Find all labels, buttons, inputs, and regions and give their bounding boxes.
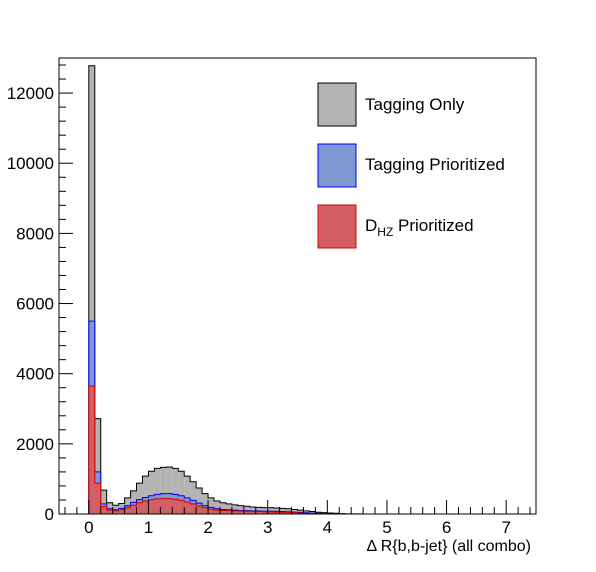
bin-tagging-only-13 (166, 466, 173, 514)
y-tick-label: 4000 (16, 365, 54, 384)
bin-tagging-only-2 (100, 490, 107, 514)
bin-dhz-prioritized-2 (100, 506, 107, 514)
series-dhz-prioritized (88, 385, 376, 515)
x-tick-label: 4 (323, 518, 332, 537)
bin-dhz-prioritized-1 (94, 483, 101, 514)
bin-tagging-only-25 (237, 505, 244, 514)
bin-dhz-prioritized-3 (106, 510, 113, 514)
bin-dhz-prioritized-35 (297, 512, 304, 514)
bin-tagging-only-19 (202, 493, 209, 514)
bin-tagging-only-23 (225, 503, 232, 514)
x-tick-label: 3 (263, 518, 272, 537)
bin-tagging-only-15 (178, 471, 185, 514)
legend-swatch-tagging-prioritized (317, 143, 357, 188)
bin-dhz-prioritized-5 (118, 509, 125, 514)
bin-tagging-only-22 (219, 502, 226, 514)
legend-swatch-tagging-only (317, 82, 357, 127)
x-tick-label: 0 (84, 518, 93, 537)
bin-dhz-prioritized-32 (279, 512, 286, 514)
x-tick-label: 6 (442, 518, 451, 537)
bin-dhz-prioritized-8 (136, 502, 143, 514)
y-axis-ticks: 0 2000 4000 6000 8000 10000 12000 (7, 64, 73, 524)
bin-dhz-prioritized-22 (219, 510, 226, 514)
bin-dhz-prioritized-30 (267, 511, 274, 514)
bin-dhz-prioritized-23 (225, 510, 232, 514)
y-tick-label: 12000 (7, 84, 54, 103)
legend-label-dhz-prioritized: DHZ Prioritized (365, 216, 474, 239)
bin-dhz-prioritized-21 (214, 510, 220, 514)
histogram-series-layer (88, 65, 376, 515)
bin-tagging-only-18 (196, 488, 203, 514)
legend-swatch-dhz-prioritized (317, 204, 357, 249)
x-tick-label: 1 (144, 518, 153, 537)
bin-tagging-only-26 (243, 506, 250, 514)
legend-label-tagging-prioritized: Tagging Prioritized (365, 155, 505, 174)
bin-tagging-only-16 (184, 476, 191, 514)
bin-tagging-only-20 (208, 497, 215, 514)
bin-tagging-only-17 (190, 481, 197, 514)
x-tick-label: 2 (203, 518, 212, 537)
outline-tagging-only (88, 65, 376, 515)
x-tick-label: 5 (382, 518, 391, 537)
plot-frame (58, 57, 537, 515)
bin-tagging-only-9 (142, 476, 149, 514)
bin-dhz-prioritized-24 (231, 510, 238, 514)
bin-tagging-only-8 (136, 483, 143, 514)
bin-dhz-prioritized-31 (273, 512, 280, 514)
bin-dhz-prioritized-27 (249, 511, 256, 514)
bin-tagging-only-11 (154, 468, 161, 514)
bin-dhz-prioritized-33 (285, 512, 292, 514)
bin-dhz-prioritized-20 (208, 509, 215, 514)
y-tick-label: 10000 (7, 154, 54, 173)
bin-dhz-prioritized-10 (148, 499, 155, 514)
axes (58, 57, 537, 515)
y-tick-label: 6000 (16, 295, 54, 314)
bin-tagging-only-0 (88, 65, 95, 515)
bin-dhz-prioritized-12 (160, 498, 167, 514)
bin-dhz-prioritized-9 (142, 501, 149, 514)
bin-dhz-prioritized-16 (184, 502, 191, 514)
bin-dhz-prioritized-7 (130, 505, 137, 514)
x-axis-ticks: 0 1 2 3 4 5 6 7 (64, 500, 531, 537)
bin-dhz-prioritized-29 (261, 511, 268, 514)
bin-dhz-prioritized-13 (166, 498, 173, 514)
legend-label-tagging-only: Tagging Only (365, 95, 465, 114)
bin-dhz-prioritized-15 (178, 500, 185, 514)
bin-dhz-prioritized-26 (243, 511, 250, 514)
x-tick-label: 7 (501, 518, 510, 537)
bin-tagging-only-14 (172, 468, 179, 514)
bin-dhz-prioritized-19 (202, 507, 209, 514)
bin-dhz-prioritized-11 (154, 498, 161, 514)
bin-dhz-prioritized-34 (291, 512, 298, 514)
bin-dhz-prioritized-0 (88, 385, 95, 514)
bin-dhz-prioritized-4 (112, 510, 119, 514)
bin-dhz-prioritized-6 (124, 507, 131, 514)
y-tick-label: 0 (45, 505, 54, 524)
legend: Tagging Only Tagging Prioritized DHZ Pri… (317, 82, 505, 249)
bin-dhz-prioritized-28 (255, 511, 262, 514)
bin-tagging-only-24 (231, 504, 238, 514)
bin-dhz-prioritized-18 (196, 505, 203, 514)
bin-dhz-prioritized-14 (172, 499, 179, 514)
bin-tagging-only-10 (148, 471, 155, 514)
y-tick-label: 2000 (16, 435, 54, 454)
bin-tagging-only-12 (160, 467, 167, 514)
x-axis-title: Δ R{b,b-jet} (all combo) (366, 538, 531, 555)
bin-tagging-only-1 (94, 418, 101, 514)
bin-tagging-only-21 (214, 501, 220, 514)
bin-dhz-prioritized-25 (237, 511, 244, 514)
bin-dhz-prioritized-17 (190, 503, 197, 514)
y-tick-label: 8000 (16, 224, 54, 243)
